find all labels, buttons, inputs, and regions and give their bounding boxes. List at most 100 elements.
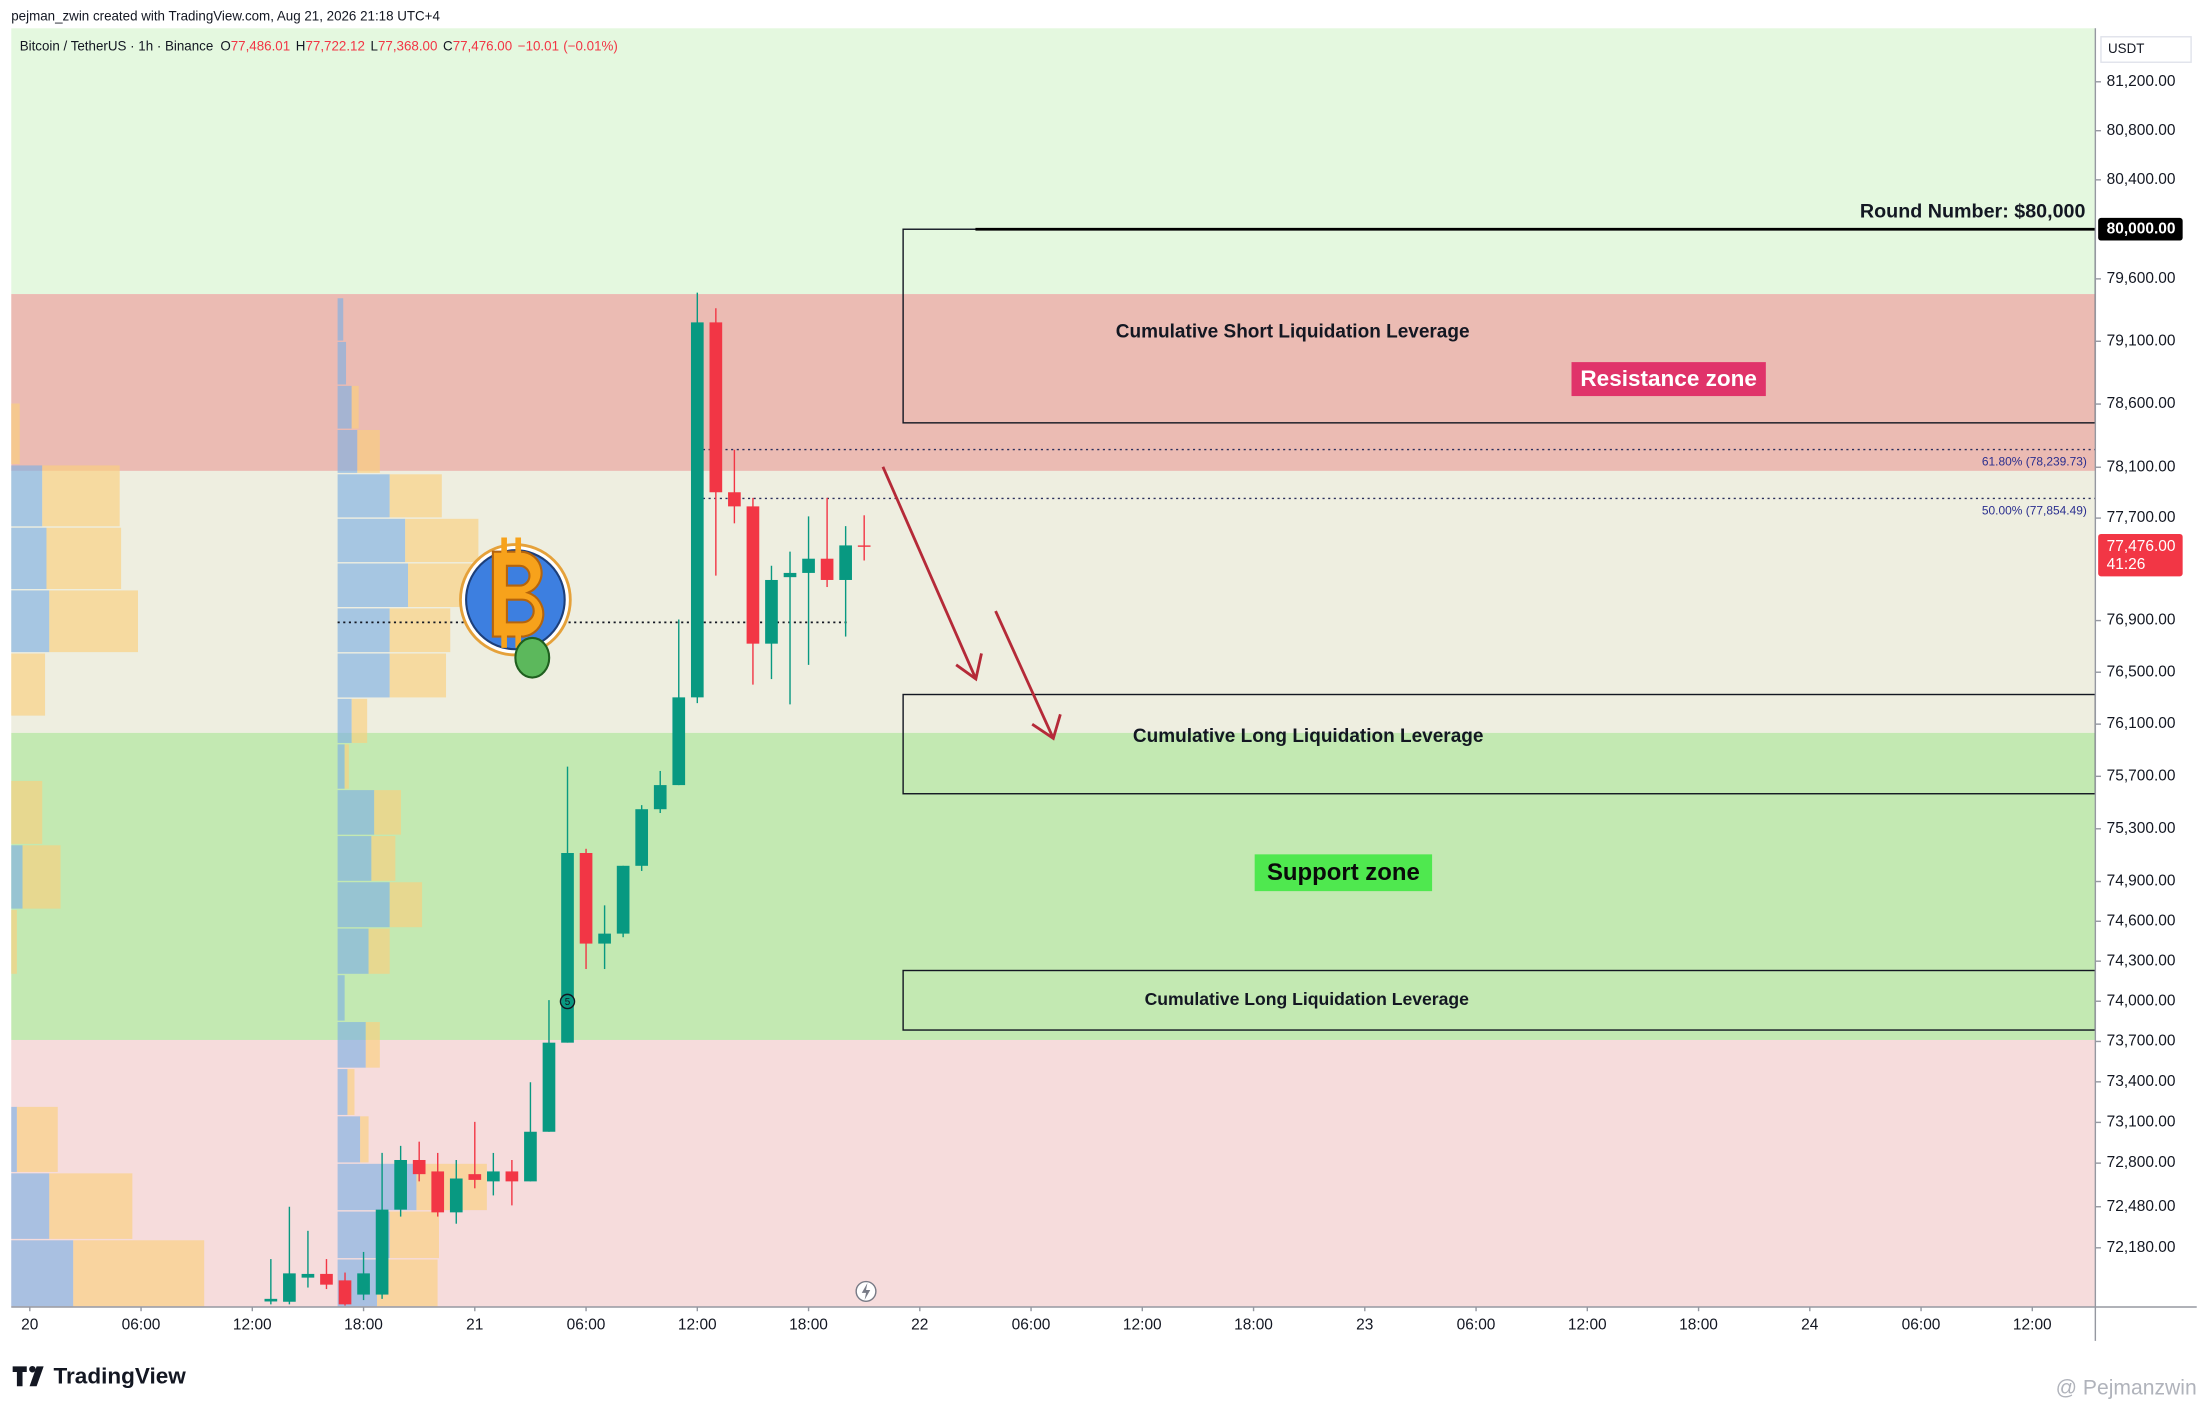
- fib-label: 61.80% (78,239.73): [1982, 454, 2087, 468]
- y-tick-label: 78,600.00: [2107, 395, 2176, 412]
- profile-up: [337, 928, 369, 974]
- profile-up: [11, 1106, 17, 1172]
- profile-down: [11, 403, 20, 465]
- volume-profile-layer: [11, 298, 487, 1307]
- change-pct: (−0.01%): [563, 38, 618, 53]
- profile-up: [11, 465, 43, 527]
- profile-down: [389, 653, 447, 698]
- profile-down: [389, 1211, 439, 1259]
- profile-down: [357, 429, 380, 473]
- profile-down: [389, 474, 442, 518]
- credit-line: pejman_zwin created with TradingView.com…: [11, 9, 440, 24]
- x-tick-label: 23: [1356, 1316, 1373, 1333]
- zone: [11, 470, 2096, 733]
- x-tick-label: 12:00: [1568, 1316, 1607, 1333]
- profile-up: [11, 1173, 50, 1239]
- ohlc-letter: C: [443, 38, 453, 53]
- y-tick-label: 81,200.00: [2107, 73, 2176, 90]
- y-tick-label: 78,100.00: [2107, 458, 2176, 475]
- candle-body: [338, 1280, 352, 1305]
- candle-body: [783, 572, 797, 578]
- profile-up: [337, 298, 344, 341]
- box-label: Cumulative Long Liquidation Leverage: [1145, 989, 1470, 1009]
- y-tick-label: 73,400.00: [2107, 1073, 2176, 1090]
- candle-body: [561, 853, 574, 1043]
- fib-label: 50.00% (77,854.49): [1982, 503, 2087, 517]
- support-badge: [1254, 854, 1433, 892]
- ohlc-value: 77,722.12: [305, 38, 364, 53]
- y-tick-label: 73,100.00: [2107, 1113, 2176, 1130]
- profile-down: [344, 744, 349, 789]
- profile-down: [49, 1173, 133, 1239]
- ohlc-letter: L: [371, 38, 378, 53]
- y-tick-label: 75,700.00: [2107, 767, 2176, 784]
- bitcoin-logo: [459, 537, 572, 679]
- profile-down: [351, 385, 359, 429]
- profile-down: [389, 608, 451, 653]
- arrows: [881, 466, 1062, 741]
- profile-down: [11, 653, 46, 716]
- candle-body: [542, 1042, 556, 1132]
- profile-up: [337, 341, 347, 385]
- profile-down: [46, 527, 122, 590]
- brand: TradingView: [54, 1364, 187, 1389]
- x-tick-label: 12:00: [1123, 1316, 1162, 1333]
- candles-layer: [264, 292, 871, 1306]
- candle-body: [598, 933, 611, 944]
- candle-body: [857, 545, 871, 547]
- profile-up: [337, 836, 372, 881]
- y-tick-label: 79,100.00: [2107, 332, 2176, 349]
- candle-body: [728, 492, 741, 507]
- profile-up: [11, 1240, 74, 1307]
- currency-label: USDT: [2108, 41, 2144, 56]
- candle-body: [579, 853, 593, 944]
- round-number-axis-label: 80,000.00: [2107, 220, 2176, 237]
- resistance-label: Resistance zone: [1580, 366, 1757, 391]
- axes-layer: 81,200.00 80,800.00 80,400.00 79,600.00 79,1…: [21, 73, 2183, 1333]
- x-tick-label: 18:00: [344, 1316, 383, 1333]
- candle-body: [301, 1273, 315, 1278]
- ohlc-letter: H: [296, 38, 306, 53]
- candle-body: [802, 558, 815, 573]
- candle-body: [412, 1159, 426, 1175]
- profile-up: [337, 744, 345, 789]
- candle-body: [635, 809, 649, 866]
- candle-body: [505, 1171, 519, 1182]
- profile-down: [73, 1240, 205, 1307]
- x-tick-label: 18:00: [1679, 1316, 1718, 1333]
- candle-body: [746, 506, 760, 644]
- candle-body: [375, 1209, 389, 1295]
- candle-body: [487, 1171, 500, 1182]
- profile-down: [360, 1116, 369, 1163]
- x-tick-label: 12:00: [678, 1316, 717, 1333]
- y-tick-label: 74,300.00: [2107, 952, 2176, 969]
- y-tick-label: 80,800.00: [2107, 122, 2176, 139]
- profile-down: [16, 1106, 58, 1172]
- change: −10.01: [518, 38, 559, 53]
- x-tick-label: 12:00: [233, 1316, 272, 1333]
- x-tick-label: 06:00: [1457, 1316, 1496, 1333]
- candle-body: [449, 1178, 463, 1213]
- watermark: @ Pejmanzwin: [2056, 1377, 2197, 1400]
- candle-body: [653, 785, 667, 810]
- last-price-label: 77,476.00: [2107, 538, 2176, 555]
- box-label: Cumulative Short Liquidation Leverage: [1116, 321, 1470, 342]
- y-tick-label: 77,700.00: [2107, 509, 2176, 526]
- zones-layer: [11, 28, 2096, 1307]
- profile-down: [22, 845, 61, 909]
- y-tick-label: 74,000.00: [2107, 992, 2176, 1009]
- candle-body: [394, 1159, 407, 1210]
- box-label: Cumulative Long Liquidation Leverage: [1133, 726, 1484, 747]
- profile-down: [365, 1022, 380, 1068]
- countdown-label: 41:26: [2107, 556, 2146, 573]
- profile-up: [337, 653, 390, 698]
- profile-up: [11, 590, 50, 653]
- profile-down: [374, 790, 401, 835]
- round-number-badge: [2098, 217, 2183, 241]
- last-price-badge: [2098, 533, 2183, 577]
- ohlc-value: 77,476.00: [453, 38, 512, 53]
- event-label: 5: [565, 997, 571, 1008]
- profile-up: [337, 698, 352, 743]
- candle-body: [468, 1174, 482, 1180]
